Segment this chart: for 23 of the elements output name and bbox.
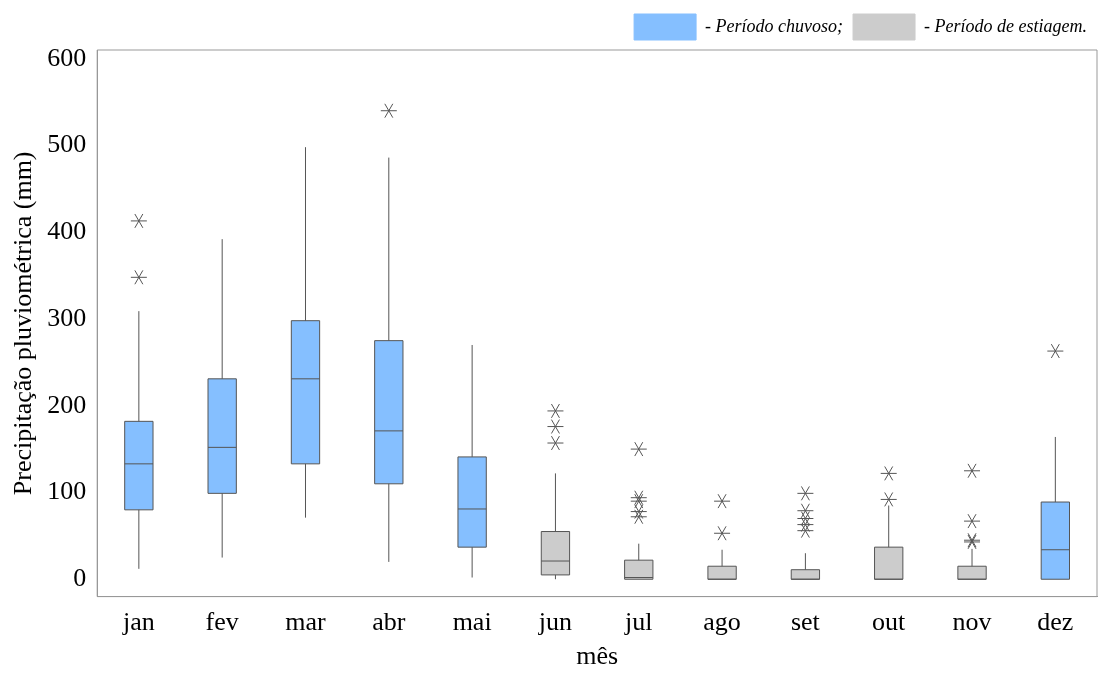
x-tick-label: set <box>790 607 821 637</box>
x-tick-label: jun <box>537 607 573 637</box>
y-tick-label: 400 <box>47 216 87 246</box>
x-tick-label: mai <box>452 607 492 637</box>
y-tick-label: 300 <box>47 302 87 332</box>
y-tick-label: 0 <box>73 563 87 593</box>
x-tick-label: abr <box>372 607 406 637</box>
x-axis-title: mês <box>576 641 619 671</box>
y-tick-label: 200 <box>47 389 87 419</box>
y-axis-title: Precipitação pluviométrica (mm) <box>8 151 38 496</box>
x-tick-label: dez <box>1037 607 1074 637</box>
x-tick-label: ago <box>703 607 741 637</box>
x-tick-label: nov <box>952 607 992 637</box>
y-tick-label: 500 <box>47 129 87 159</box>
y-tick-label: 600 <box>47 42 87 72</box>
x-tick-label: mar <box>285 607 327 637</box>
x-tick-label: out <box>872 607 907 637</box>
x-tick-label: fev <box>205 607 239 637</box>
legend-label: - Período chuvoso; <box>705 15 844 36</box>
legend-label: - Período de estiagem. <box>924 15 1088 36</box>
x-tick-label: jan <box>121 607 155 637</box>
y-tick-label: 100 <box>47 476 87 506</box>
x-tick-label: jul <box>624 607 653 637</box>
